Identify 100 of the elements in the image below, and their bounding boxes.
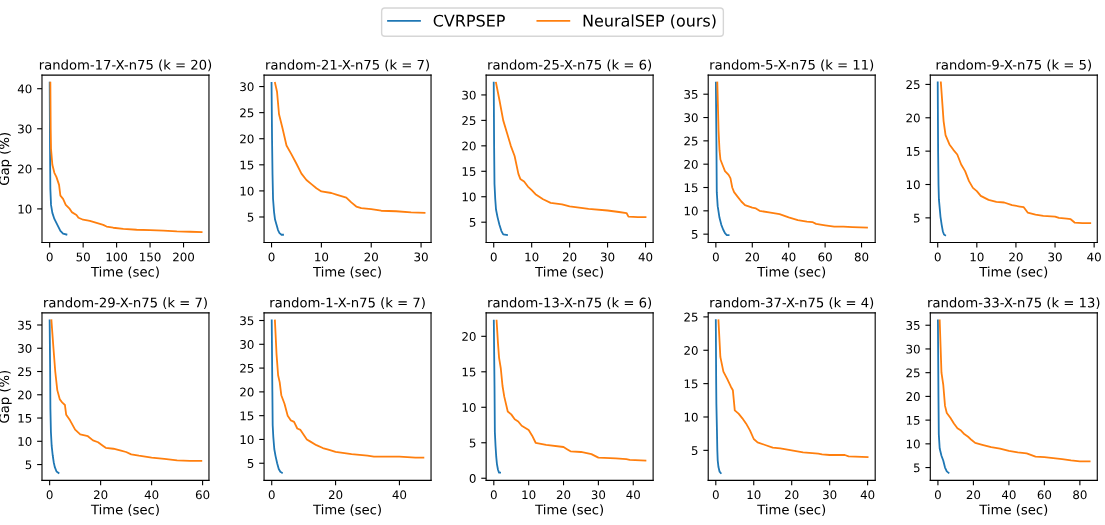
y-tick-label: 20 [240,134,254,144]
line-series [274,81,426,214]
x-tick-label: 10 [315,252,329,262]
chart-title: random-1-X-n75 (k = 7) [270,297,425,310]
y-tick-label: 5 [469,218,476,227]
y-tick-label: 0 [469,473,476,483]
x-tick-label: 60 [818,252,832,262]
x-axis-title: Time (sec) [535,504,603,517]
x-tick-label: 40 [1001,490,1016,500]
x-axis-title: Time (sec) [979,266,1048,279]
y-tick-label: 10 [462,403,476,412]
x-tick-label: 40 [144,490,159,500]
y-tick-label: 20 [462,141,476,151]
y-tick-label: 15 [462,367,476,377]
x-tick-label: 0 [490,490,497,500]
y-tick-label: 5 [247,459,254,468]
x-tick-label: 40 [626,490,640,500]
y-tick-label: 40 [17,84,32,94]
line-series [716,81,868,229]
x-tick-label: 20 [364,252,378,262]
x-tick-label: 0 [46,252,53,262]
y-tick-label: 25 [240,108,254,118]
line-series [270,81,284,236]
y-tick-label: 30 [240,340,254,349]
y-tick-label: 20 [18,390,32,400]
y-tick-label: 15 [684,379,698,389]
y-tick-label: 5 [913,213,920,223]
y-tick-label: 30 [462,90,476,100]
y-tick-label: 30 [240,82,254,92]
x-tick-label: 10 [747,490,761,500]
x-tick-label: 30 [1048,252,1062,262]
line-series [938,319,1091,463]
line-series [717,319,869,458]
chart-title: random-29-X-n75 (k = 7) [44,297,207,310]
y-tick-label: 20 [462,332,476,341]
y-tick-label: 5 [469,438,476,448]
line-series [939,81,1092,225]
y-tick-label: 30 [18,124,32,134]
line-series [270,319,283,474]
x-tick-label: 150 [140,252,161,262]
x-tick-label: 40 [1087,252,1101,262]
x-tick-label: 20 [562,252,577,262]
y-tick-label: 10 [906,439,920,449]
y-tick-label: 30 [906,344,920,354]
x-tick-label: 0 [712,490,719,500]
y-tick-label: 20 [906,392,920,402]
chart-title: random-13-X-n75 (k = 6) [488,297,652,310]
y-tick-label: 25 [684,136,698,146]
y-tick-label: 25 [462,116,476,126]
y-tick-label: 25 [906,80,920,90]
x-axis-title: Time (sec) [757,266,826,279]
y-tick-label: 20 [684,345,698,355]
x-tick-label: 0 [934,252,941,262]
x-tick-label: 20 [556,490,571,500]
line-series [274,319,425,459]
x-tick-label: 10 [525,252,539,262]
y-tick-label: 10 [18,204,32,214]
y-tick-label: 15 [906,147,920,156]
y-tick-label: 5 [691,446,698,455]
x-tick-label: 100 [106,252,128,262]
x-tick-label: 0 [268,252,275,262]
line-series [49,81,203,234]
x-tick-label: 30 [414,252,428,262]
y-tick-label: 10 [906,180,920,190]
chart-title: random-9-X-n75 (k = 5) [936,59,1091,72]
x-tick-label: 20 [785,490,799,500]
x-tick-label: 20 [328,490,343,500]
line-series [936,81,947,237]
y-tick-label: 15 [18,413,32,423]
x-tick-label: 10 [522,490,536,500]
y-tick-label: 5 [247,212,254,222]
x-tick-label: 30 [591,490,606,500]
x-tick-label: 40 [781,252,796,262]
x-tick-label: 60 [1037,490,1052,500]
x-tick-label: 40 [860,490,875,500]
x-tick-label: 20 [966,490,981,500]
x-axis-title: Time (sec) [90,266,159,279]
y-tick-label: 10 [18,437,32,446]
y-tick-label: 15 [240,160,254,170]
x-tick-label: 0 [268,490,275,500]
x-tick-label: 60 [195,490,210,500]
chart-title: random-21-X-n75 (k = 7) [266,59,429,72]
y-tick-label: 10 [462,192,476,202]
y-tick-label: 25 [906,368,920,378]
x-tick-label: 80 [854,252,869,262]
y-tick-label: 20 [240,387,254,397]
x-tick-label: 0 [46,490,53,500]
x-tick-label: 40 [638,252,653,262]
x-axis-title: Time (sec) [90,504,159,517]
y-tick-label: 30 [684,113,698,123]
y-tick-label: 20 [18,164,32,174]
y-tick-label: 30 [18,343,32,353]
chart-title: random-37-X-n75 (k = 4) [710,297,874,310]
x-axis-title: Time (sec) [535,266,603,279]
chart-title: random-33-X-n75 (k = 13) [928,297,1100,310]
y-tick-label: 25 [18,367,32,377]
y-tick-label: 15 [462,167,476,176]
x-axis-title: Time (sec) [313,504,381,517]
line-series [48,319,60,474]
y-tick-label: 25 [684,312,698,322]
